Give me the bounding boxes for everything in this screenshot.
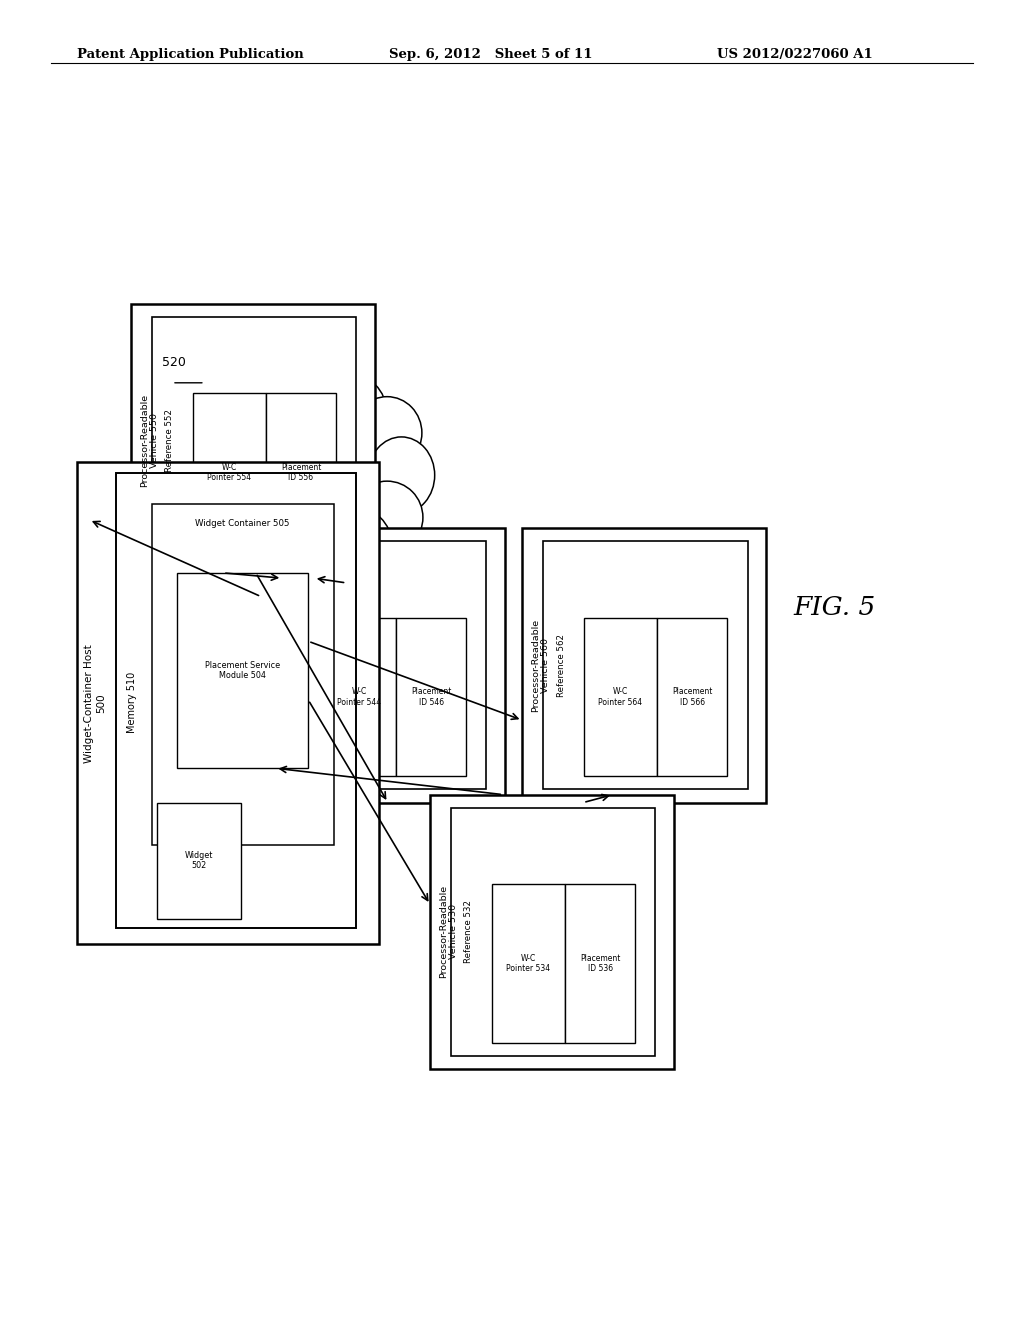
Bar (157, 803, 241, 919)
Text: FIG. 5: FIG. 5 (794, 595, 876, 619)
Bar (77, 462, 379, 944)
Bar (396, 618, 466, 776)
Text: Widget
502: Widget 502 (184, 851, 213, 870)
Ellipse shape (207, 395, 284, 471)
Bar (152, 317, 356, 565)
Text: Placement
ID 536: Placement ID 536 (580, 954, 621, 973)
Text: Processor-Readable
Vehicle 530: Processor-Readable Vehicle 530 (439, 886, 458, 978)
Bar (565, 884, 635, 1043)
Bar (282, 541, 486, 789)
Ellipse shape (351, 482, 423, 554)
Text: 520: 520 (162, 356, 185, 370)
Text: Reference 542: Reference 542 (296, 634, 304, 697)
Text: Reference 562: Reference 562 (557, 634, 565, 697)
Text: W-C
Pointer 554: W-C Pointer 554 (207, 463, 252, 482)
Bar (543, 541, 748, 789)
Bar (116, 473, 356, 928)
Bar (584, 618, 657, 776)
Bar (261, 528, 505, 803)
Bar (492, 884, 565, 1043)
Ellipse shape (260, 517, 344, 593)
Ellipse shape (315, 507, 391, 581)
Ellipse shape (352, 396, 422, 469)
Ellipse shape (196, 401, 267, 475)
Ellipse shape (255, 368, 339, 450)
Bar (177, 573, 308, 768)
Text: Reference 552: Reference 552 (166, 409, 174, 473)
Text: Placement
ID 556: Placement ID 556 (281, 463, 322, 482)
Bar (430, 795, 674, 1069)
Bar (193, 393, 266, 552)
Ellipse shape (310, 374, 387, 450)
Text: Memory 510: Memory 510 (127, 672, 137, 733)
Text: Processor-Readable
Vehicle 540: Processor-Readable Vehicle 540 (270, 619, 289, 711)
Text: W-C
Pointer 564: W-C Pointer 564 (598, 688, 643, 706)
Text: Placement Service
Module 504: Placement Service Module 504 (205, 661, 281, 680)
Bar (266, 393, 336, 552)
Text: W-C
Pointer 544: W-C Pointer 544 (337, 688, 382, 706)
Text: Widget-Container Host
500: Widget-Container Host 500 (84, 644, 106, 763)
Bar (323, 618, 396, 776)
Ellipse shape (369, 437, 434, 513)
Text: Placement
ID 546: Placement ID 546 (411, 688, 452, 706)
Bar (131, 304, 375, 578)
Bar (657, 618, 727, 776)
Ellipse shape (182, 432, 248, 508)
Text: W-C
Pointer 534: W-C Pointer 534 (506, 954, 551, 973)
Text: Processor-Readable
Vehicle 550: Processor-Readable Vehicle 550 (140, 395, 159, 487)
Bar (152, 504, 334, 845)
Text: Sep. 6, 2012   Sheet 5 of 11: Sep. 6, 2012 Sheet 5 of 11 (389, 48, 593, 61)
Text: Processor-Readable
Vehicle 560: Processor-Readable Vehicle 560 (531, 619, 550, 711)
Ellipse shape (188, 475, 254, 549)
Bar (522, 528, 766, 803)
Text: Placement
ID 566: Placement ID 566 (672, 688, 713, 706)
Ellipse shape (217, 504, 291, 578)
Text: Patent Application Publication: Patent Application Publication (77, 48, 303, 61)
Text: Reference 532: Reference 532 (465, 900, 473, 964)
Bar (451, 808, 655, 1056)
Text: US 2012/0227060 A1: US 2012/0227060 A1 (717, 48, 872, 61)
Text: Widget Container 505: Widget Container 505 (196, 519, 290, 528)
